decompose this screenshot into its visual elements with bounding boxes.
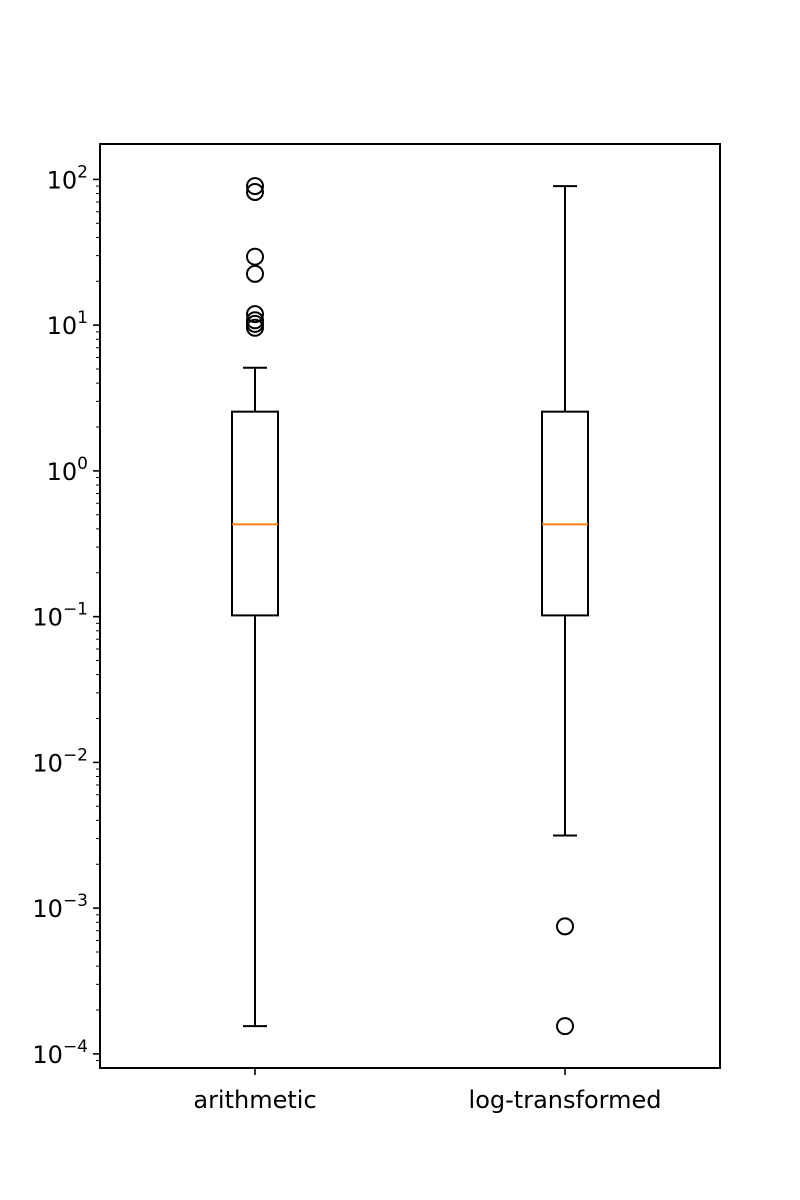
outlier-point [246,305,264,324]
outlier-point [246,314,264,333]
y-tick-label: 10−3 [32,891,88,923]
y-tick-label: 10−4 [32,1037,88,1069]
outlier-point [246,247,264,266]
y-tick-label: 10−2 [32,745,88,777]
plot-area: 10−4 10−3 10−2 10−1 100 101 102 arithmetic log-t… [32,162,661,1114]
iqr-box [231,410,279,617]
x-tick-label: log-transformed [469,1086,662,1114]
y-tick-label: 10−1 [32,600,88,632]
outlier-point [556,917,574,936]
y-tick-label: 100 [47,454,88,486]
y-tick-label: 102 [47,162,88,194]
outlier-point [246,177,264,196]
axes-frame [99,143,721,1069]
x-tick-label: arithmetic [193,1086,316,1114]
outlier-point [246,311,264,330]
outlier-point [246,264,264,283]
outlier-point [246,182,264,201]
iqr-box [541,410,589,617]
y-tick-label: 101 [47,308,88,340]
outlier-point [556,1017,574,1036]
